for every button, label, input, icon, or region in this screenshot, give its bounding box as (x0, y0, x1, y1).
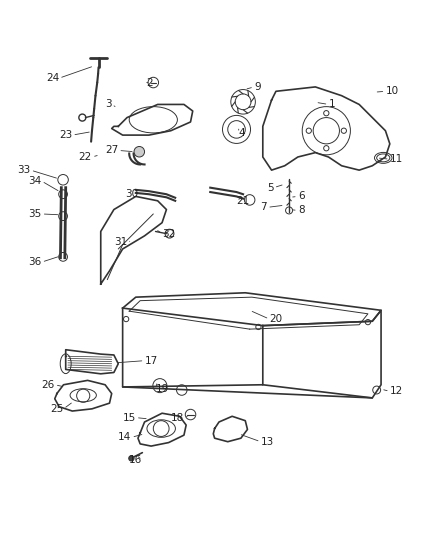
Text: 31: 31 (114, 237, 127, 247)
Text: 19: 19 (155, 384, 169, 394)
Text: 23: 23 (59, 130, 72, 140)
Text: 7: 7 (261, 203, 267, 212)
Text: 4: 4 (239, 128, 245, 138)
Text: 26: 26 (42, 379, 55, 390)
Text: 36: 36 (28, 257, 42, 267)
Text: 21: 21 (237, 196, 250, 206)
Text: 15: 15 (123, 413, 136, 423)
Text: 30: 30 (125, 189, 138, 199)
Text: 2: 2 (147, 77, 153, 87)
Text: 33: 33 (18, 165, 31, 175)
Text: 35: 35 (28, 209, 42, 219)
Text: 5: 5 (267, 183, 274, 192)
Text: 20: 20 (269, 314, 283, 324)
Text: 9: 9 (254, 82, 261, 92)
Text: 14: 14 (118, 432, 131, 442)
Text: 10: 10 (385, 86, 399, 96)
Text: 22: 22 (79, 152, 92, 162)
Text: 6: 6 (298, 191, 304, 201)
Text: 11: 11 (390, 154, 403, 164)
Text: 24: 24 (46, 73, 59, 83)
Text: 17: 17 (145, 356, 158, 366)
Circle shape (134, 147, 145, 157)
Text: 1: 1 (328, 100, 335, 109)
Circle shape (129, 456, 134, 461)
Text: 16: 16 (129, 455, 142, 465)
Text: 3: 3 (105, 100, 112, 109)
Text: 8: 8 (298, 205, 304, 215)
Text: 27: 27 (105, 146, 118, 156)
Text: 18: 18 (171, 413, 184, 423)
Text: 12: 12 (390, 386, 403, 397)
Text: 13: 13 (261, 437, 274, 447)
Text: 25: 25 (50, 404, 64, 414)
Text: 32: 32 (162, 229, 175, 239)
Text: 34: 34 (28, 176, 42, 186)
